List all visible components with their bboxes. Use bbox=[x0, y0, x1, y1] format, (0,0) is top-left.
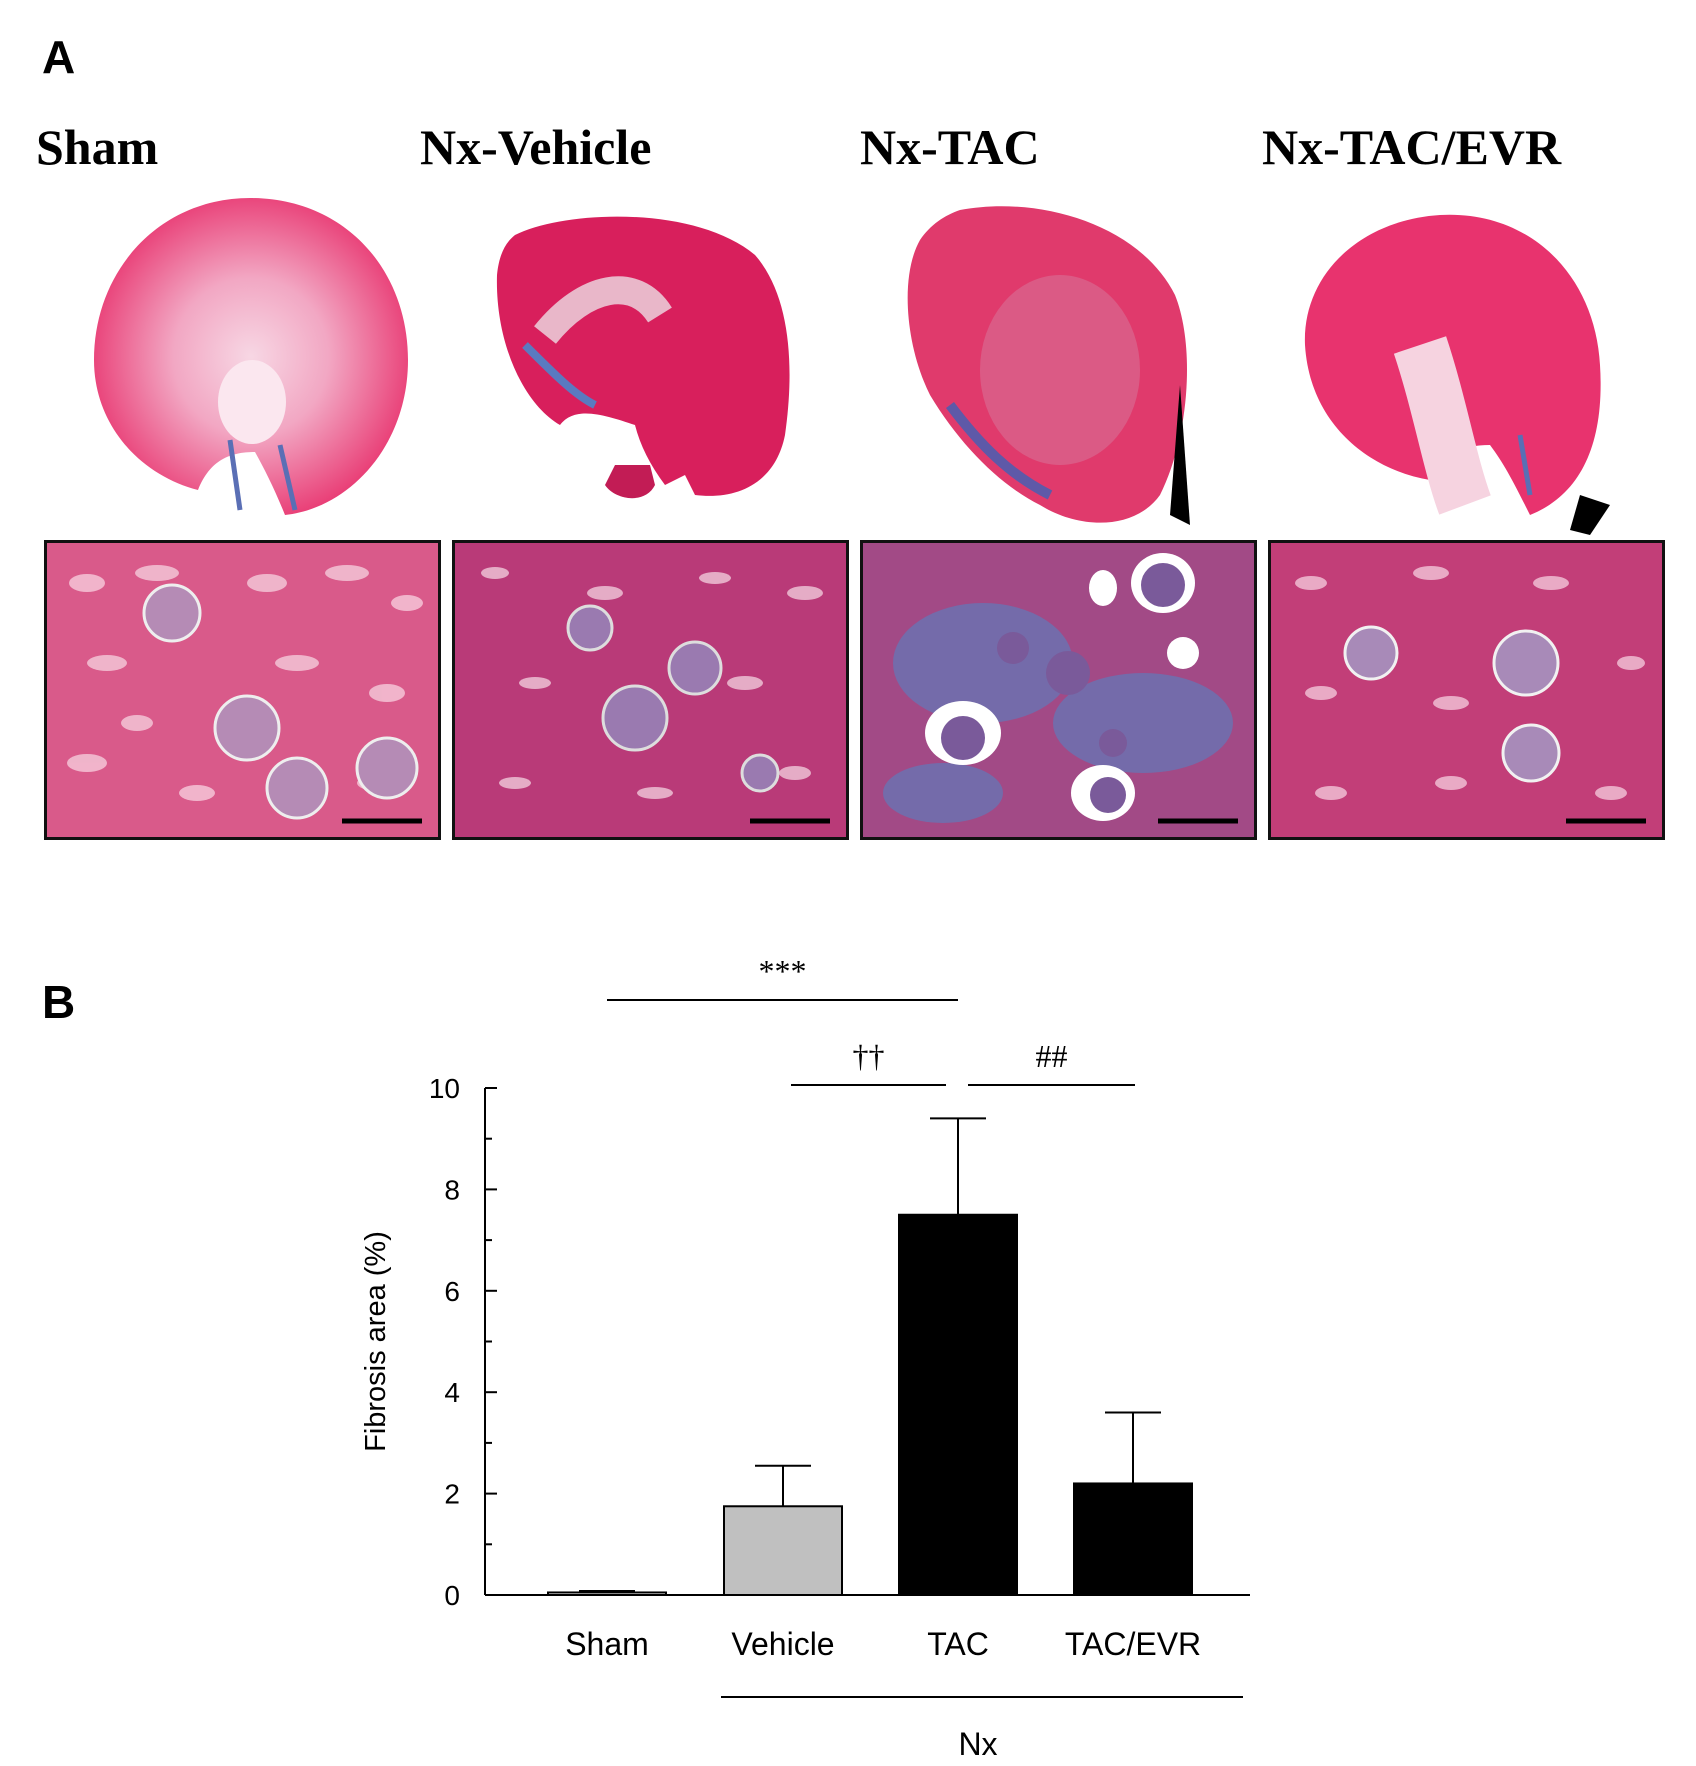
kidney-section-nx-tac-evr bbox=[1304, 214, 1610, 535]
micrograph-nx-tac-evr bbox=[1268, 540, 1665, 840]
y-tick-label: 0 bbox=[444, 1580, 460, 1611]
panel-b-label: B bbox=[42, 976, 76, 1028]
y-tick-label: 8 bbox=[444, 1174, 460, 1205]
group-title-nx-tac: Nx-TAC bbox=[860, 119, 1040, 175]
y-axis-title: Fibrosis area (%) bbox=[360, 1231, 392, 1452]
group-title-sham: Sham bbox=[36, 119, 159, 175]
y-tick-label: 6 bbox=[444, 1276, 460, 1307]
bar-tac-evr bbox=[1073, 1482, 1193, 1596]
y-tick-label: 2 bbox=[444, 1479, 460, 1510]
bar-tac bbox=[898, 1213, 1018, 1596]
category-label: TAC bbox=[927, 1626, 989, 1662]
category-label: Sham bbox=[565, 1626, 649, 1662]
significance-label: *** bbox=[759, 953, 807, 989]
significance-label: †† bbox=[853, 1038, 885, 1074]
panel-a-label: A bbox=[42, 31, 76, 83]
bar-vehicle bbox=[723, 1505, 843, 1597]
micrograph-nx-vehicle bbox=[452, 540, 849, 840]
kidney-section-nx-vehicle bbox=[496, 216, 790, 499]
group-title-nx-tac-evr: Nx-TAC/EVR bbox=[1262, 119, 1562, 175]
y-tick-label: 10 bbox=[429, 1073, 460, 1104]
group-title-nx-vehicle: Nx-Vehicle bbox=[420, 119, 652, 175]
significance-label: ## bbox=[1036, 1038, 1068, 1074]
kidney-section-nx-tac bbox=[907, 206, 1190, 525]
kidney-section-sham bbox=[94, 198, 408, 515]
y-tick-label: 4 bbox=[444, 1377, 460, 1408]
category-label: Vehicle bbox=[731, 1626, 834, 1662]
category-label: TAC/EVR bbox=[1065, 1626, 1201, 1662]
micrograph-nx-tac bbox=[860, 540, 1257, 840]
nx-group-label: Nx bbox=[958, 1726, 997, 1762]
micrograph-sham bbox=[44, 540, 441, 840]
bar-sham bbox=[547, 1591, 667, 1596]
